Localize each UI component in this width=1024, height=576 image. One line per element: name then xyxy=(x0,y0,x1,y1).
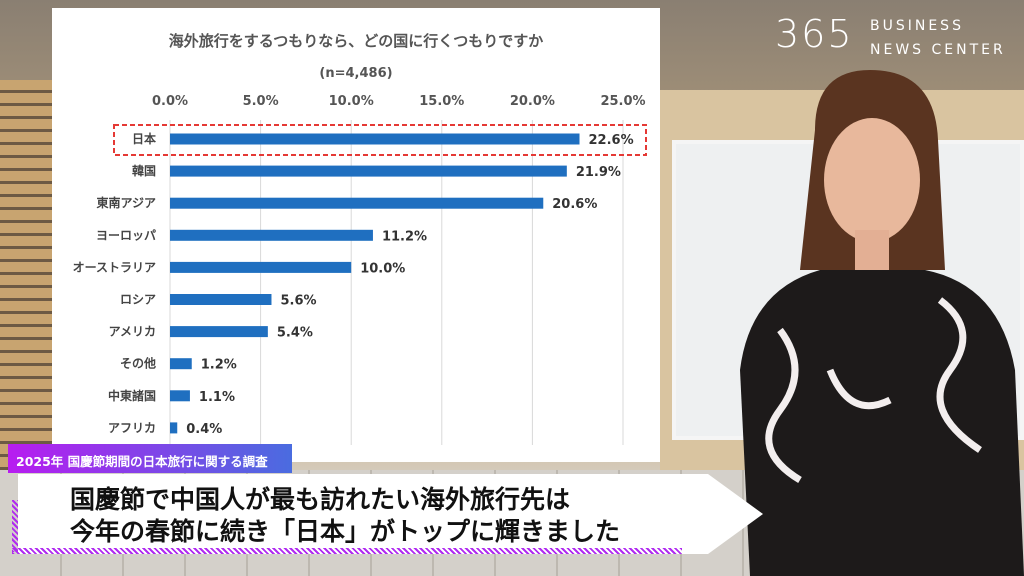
tick-label: 10.0% xyxy=(329,94,374,109)
data-label: 10.0% xyxy=(360,261,405,276)
category-label: ヨーロッパ xyxy=(96,228,156,242)
bar-ヨーロッパ xyxy=(170,229,373,241)
data-label: 0.4% xyxy=(186,422,222,437)
category-label: 韓国 xyxy=(132,163,156,178)
data-label: 5.4% xyxy=(277,326,313,341)
bar-その他 xyxy=(170,358,192,370)
logo-line1: BUSINESS xyxy=(870,18,964,34)
bar-韓国 xyxy=(170,165,567,177)
tick-label: 0.0% xyxy=(152,94,188,109)
tick-label: 15.0% xyxy=(419,94,464,109)
category-label: その他 xyxy=(120,356,156,371)
chart-panel: 海外旅行をするつもりなら、どの国に行くつもりですか (n=4,486) 0.0%… xyxy=(52,8,660,462)
bar-ロシア xyxy=(170,294,272,305)
category-label: アフリカ xyxy=(108,421,156,435)
category-label: アメリカ xyxy=(109,325,156,339)
logo-number: 365 xyxy=(775,12,854,56)
caption-headline: 国慶節で中国人が最も訪れたい海外旅行先は 今年の春節に続き「日本」がトップに輝き… xyxy=(70,484,620,548)
data-label: 21.9% xyxy=(576,165,621,180)
tick-label: 5.0% xyxy=(243,94,279,109)
bar-東南アジア xyxy=(170,197,544,209)
chart-subtitle: (n=4,486) xyxy=(319,66,393,81)
data-label: 1.2% xyxy=(201,358,237,373)
headline-line2: 今年の春節に続き「日本」がトップに輝きました xyxy=(70,517,621,546)
bar-chart: 0.0% 5.0% 10.0% 15.0% 20.0% 25.0% 日本 22.6% 韓国 21.… xyxy=(73,94,647,445)
caption-banner xyxy=(18,474,763,554)
chart-title: 海外旅行をするつもりなら、どの国に行くつもりですか xyxy=(168,32,544,50)
data-label: 11.2% xyxy=(382,229,427,244)
bar-日本 xyxy=(170,133,580,145)
headline-line1: 国慶節で中国人が最も訪れたい海外旅行先は xyxy=(70,485,571,514)
tick-label: 25.0% xyxy=(600,94,645,109)
studio-wall-left xyxy=(0,80,60,480)
caption-tag: 2025年 国慶節期間の日本旅行に関する調査 xyxy=(8,444,292,473)
data-label: 22.6% xyxy=(589,133,634,148)
category-label: 東南アジア xyxy=(96,195,156,210)
data-label: 20.6% xyxy=(552,197,597,212)
category-label: オーストラリア xyxy=(73,260,156,274)
category-label: 日本 xyxy=(132,131,156,146)
tick-label: 20.0% xyxy=(510,94,555,109)
highlight-box xyxy=(113,124,647,156)
logo-line2: NEWS CENTER xyxy=(870,42,1006,58)
bar-中東諸国 xyxy=(170,390,190,402)
category-label: ロシア xyxy=(120,293,156,307)
caption-hatch-bottom xyxy=(12,548,682,554)
presenter xyxy=(740,70,1024,576)
data-label: 5.6% xyxy=(280,294,316,309)
category-label: 中東諸国 xyxy=(108,388,156,403)
bar-オーストラリア xyxy=(170,261,352,273)
bar-アフリカ xyxy=(170,422,178,434)
caption-hatch-left xyxy=(12,500,18,552)
bar-アメリカ xyxy=(170,326,268,338)
data-label: 1.1% xyxy=(199,390,235,405)
